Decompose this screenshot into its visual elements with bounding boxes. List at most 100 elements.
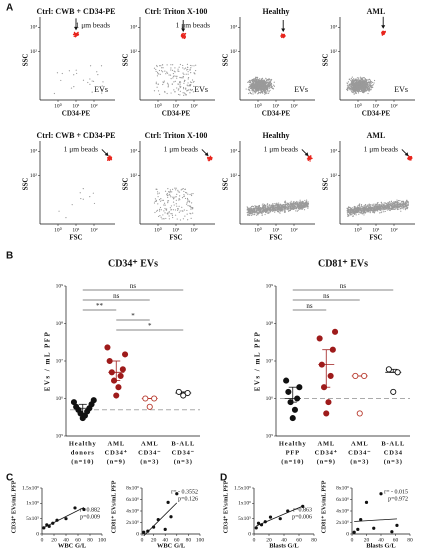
event-dot [102,81,104,83]
event-dot [266,209,268,211]
event-dot [257,88,259,90]
event-dot [358,79,360,81]
x-tick-label: 10⁰ [54,102,63,109]
event-dot [174,187,176,189]
event-dot [255,76,257,78]
event-dot [298,208,300,210]
plot-title: Ctrl: Triton X-100 [145,7,208,16]
event-dot [183,68,185,70]
event-dot [381,211,383,213]
event-dot [255,214,258,216]
event-dot [384,210,386,213]
event-dot [278,209,281,211]
event-dot [167,85,170,87]
event-dot [169,207,172,209]
bead-dot [309,160,311,162]
annotation: r=0.863 [293,507,312,513]
event-dot [355,212,358,214]
event-dot [176,75,178,77]
event-dot [381,209,383,211]
event-dot [188,201,191,203]
event-dot [359,209,361,212]
event-dot [351,208,353,211]
event-dot [187,76,190,79]
event-dot [261,204,263,206]
event-dot [271,207,274,209]
event-dot [179,210,181,212]
event-dot [404,202,406,204]
y-tick-label: 10⁹ [56,283,64,289]
event-dot [175,203,177,205]
annotation: EVs [394,85,408,94]
event-dot [362,87,365,90]
event-dot [283,206,285,209]
y-tick-label: 10² [230,173,238,179]
event-dot [272,84,275,86]
data-point [361,372,368,379]
event-dot [177,89,179,91]
event-dot [358,90,360,93]
event-dot [266,79,268,81]
event-dot [179,85,181,87]
event-dot [182,187,184,190]
event-dot [266,206,268,208]
event-dot [360,86,363,88]
event-dot [194,73,196,75]
event-dot [264,203,266,206]
y-tick-label: 10⁶ [56,396,64,402]
event-dot [264,207,266,209]
event-dot [299,201,301,203]
data-point [286,509,290,513]
event-dot [384,205,386,208]
data-point [113,392,120,399]
event-dot [159,215,161,217]
event-dot [159,200,162,202]
y-tick-label: 10² [330,173,338,179]
event-dot [265,90,267,92]
event-dot [249,212,252,215]
event-dot [261,214,263,216]
y-tick-label: 10⁵ [56,433,64,439]
x-tick-label: 10⁰ [154,102,163,109]
event-dot [363,208,365,210]
event-dot [402,204,404,206]
bead-dot [307,155,310,158]
event-dot [398,203,400,206]
event-dot [305,200,308,203]
event-dot [156,71,159,73]
event-dot [159,206,162,209]
event-dot [169,192,171,194]
event-dot [268,79,270,82]
event-dot [183,82,185,84]
event-dot [393,204,396,206]
bead-dot [107,157,110,160]
x-tick-label: 10² [90,227,98,233]
x-axis-label: FSC [69,234,82,242]
event-dot [170,196,172,198]
event-dot [365,208,367,210]
event-dot [353,90,355,92]
event-dot [289,209,291,212]
event-dot [265,204,267,207]
event-dot [350,79,352,81]
category-label: AML [317,440,335,447]
event-dot [248,207,250,209]
data-point [390,388,397,395]
event-dot [190,206,192,209]
event-dot [379,212,381,214]
event-dot [390,201,392,203]
event-dot [170,213,172,215]
event-dot [158,208,161,211]
event-dot [351,89,353,91]
event-dot [300,202,302,204]
event-dot [354,92,356,94]
event-dot [360,207,362,209]
event-dot [284,209,286,211]
event-dot [351,82,353,84]
bead-dot [280,36,283,39]
y-axis-label: SSC [22,54,30,67]
event-dot [394,202,396,204]
y-axis-label: CD81⁺ EVs/mL PFP [320,480,327,533]
event-dot [361,80,363,82]
event-dot [181,206,183,208]
